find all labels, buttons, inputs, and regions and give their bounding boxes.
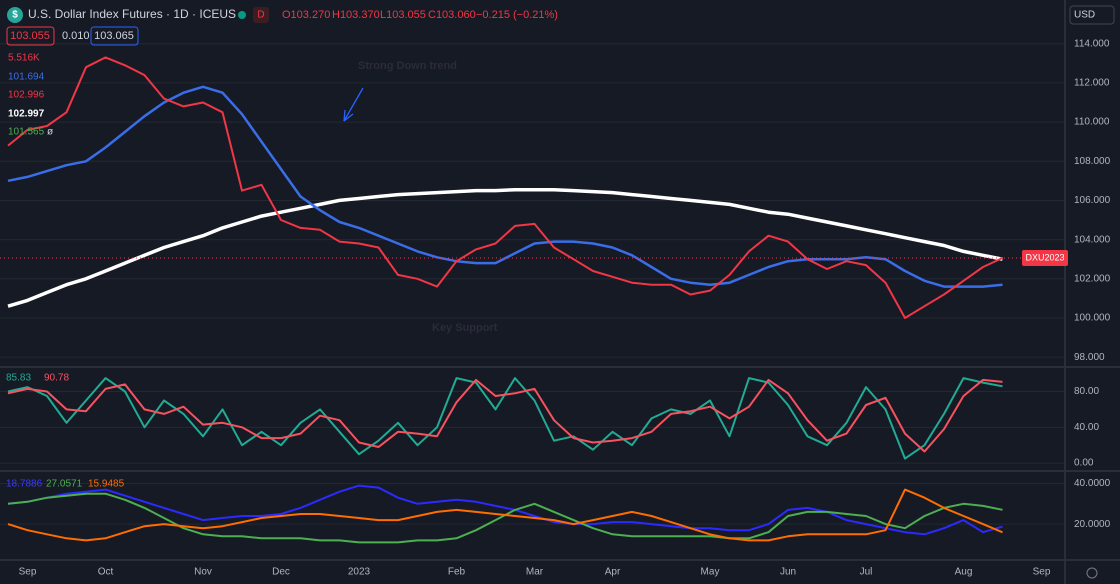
ohlc-low: L103.055	[380, 9, 426, 21]
x-tick-label: Nov	[194, 567, 212, 578]
ohlc-high: H103.370	[332, 9, 380, 21]
annotation-arrow[interactable]	[343, 87, 364, 122]
x-tick-label: Sep	[19, 567, 37, 578]
y-tick-label: 104.000	[1074, 234, 1111, 245]
spread: 0.010	[62, 30, 90, 42]
x-tick-label: Aug	[955, 567, 973, 578]
y-tick-label: 108.000	[1074, 156, 1111, 167]
ohlc-change: −0.215 (−0.21%)	[476, 9, 558, 21]
y-tick-label: 0.00	[1074, 458, 1094, 469]
y-tick-label: 110.000	[1074, 117, 1110, 128]
sell-box[interactable]	[6, 26, 55, 46]
y-tick-label: 112.000	[1074, 78, 1110, 89]
symbol-title[interactable]: U.S. Dollar Index Futures · 1D · ICEUS	[28, 7, 236, 21]
series-line	[7, 488, 1003, 542]
x-tick-label: Mar	[526, 567, 544, 578]
legend-value: 102.996	[8, 90, 45, 101]
logo	[7, 7, 23, 23]
y-tick-label: 114.000	[1074, 38, 1110, 49]
legend-value: 101.694	[8, 72, 45, 83]
price-tag-box	[1022, 250, 1068, 267]
ohlc-open: O103.270	[282, 9, 330, 21]
y-tick-label: 20.0000	[1074, 519, 1111, 530]
ohlc-close: C103.060	[428, 9, 476, 21]
x-tick-label: 2023	[348, 567, 371, 578]
currency[interactable]: USD	[1074, 10, 1095, 21]
series-line	[7, 484, 1003, 536]
flag-box	[253, 7, 269, 23]
y-tick-label: 80.00	[1074, 386, 1099, 397]
series-layer	[7, 56, 1003, 544]
x-tick-label: Sep	[1033, 567, 1051, 578]
legend-value: 102.997	[8, 109, 45, 120]
x-tick-label: Feb	[448, 567, 466, 578]
series-line	[7, 378, 1003, 453]
x-tick-label: May	[701, 567, 720, 578]
sell-price[interactable]: 103.055	[10, 30, 50, 42]
stoch-d-value: 90.78	[44, 373, 69, 384]
buy-price[interactable]: 103.065	[94, 30, 134, 42]
legend-value: 101.565	[8, 127, 45, 138]
x-tick-label: Dec	[272, 567, 290, 578]
series-line	[7, 56, 1003, 319]
y-tick-label: 100.000	[1074, 313, 1111, 324]
stoch-k-value: 85.83	[6, 373, 31, 384]
dmi-value: 15.9485	[88, 479, 125, 490]
annotation[interactable]: Key Support	[432, 322, 498, 334]
currency-box[interactable]	[1069, 5, 1115, 25]
legend-value: ø	[47, 127, 53, 138]
y-tick-label: 106.000	[1074, 195, 1111, 206]
settings-icon[interactable]	[1086, 567, 1098, 579]
x-tick-label: Oct	[98, 567, 114, 578]
y-tick-label: 98.000	[1074, 352, 1105, 363]
logo-text: $	[12, 10, 18, 21]
annotation[interactable]: Strong Down trend	[358, 60, 457, 72]
y-tick-label: 40.0000	[1074, 478, 1111, 489]
series-line	[7, 85, 1003, 288]
status-dot	[238, 11, 246, 19]
flag: D	[257, 10, 264, 21]
y-tick-label: 40.00	[1074, 422, 1099, 433]
dmi-value: 18.7886	[6, 479, 43, 490]
buy-box[interactable]	[90, 26, 139, 46]
x-tick-label: Apr	[605, 567, 621, 578]
legend-value: 5.516K	[8, 53, 40, 64]
price-tag: DXU2023	[1025, 252, 1064, 262]
y-tick-label: 102.000	[1074, 273, 1111, 284]
series-line	[7, 187, 1003, 308]
dmi-value: 27.0571	[46, 479, 83, 490]
x-tick-label: Jul	[860, 567, 873, 578]
x-tick-label: Jun	[780, 567, 796, 578]
